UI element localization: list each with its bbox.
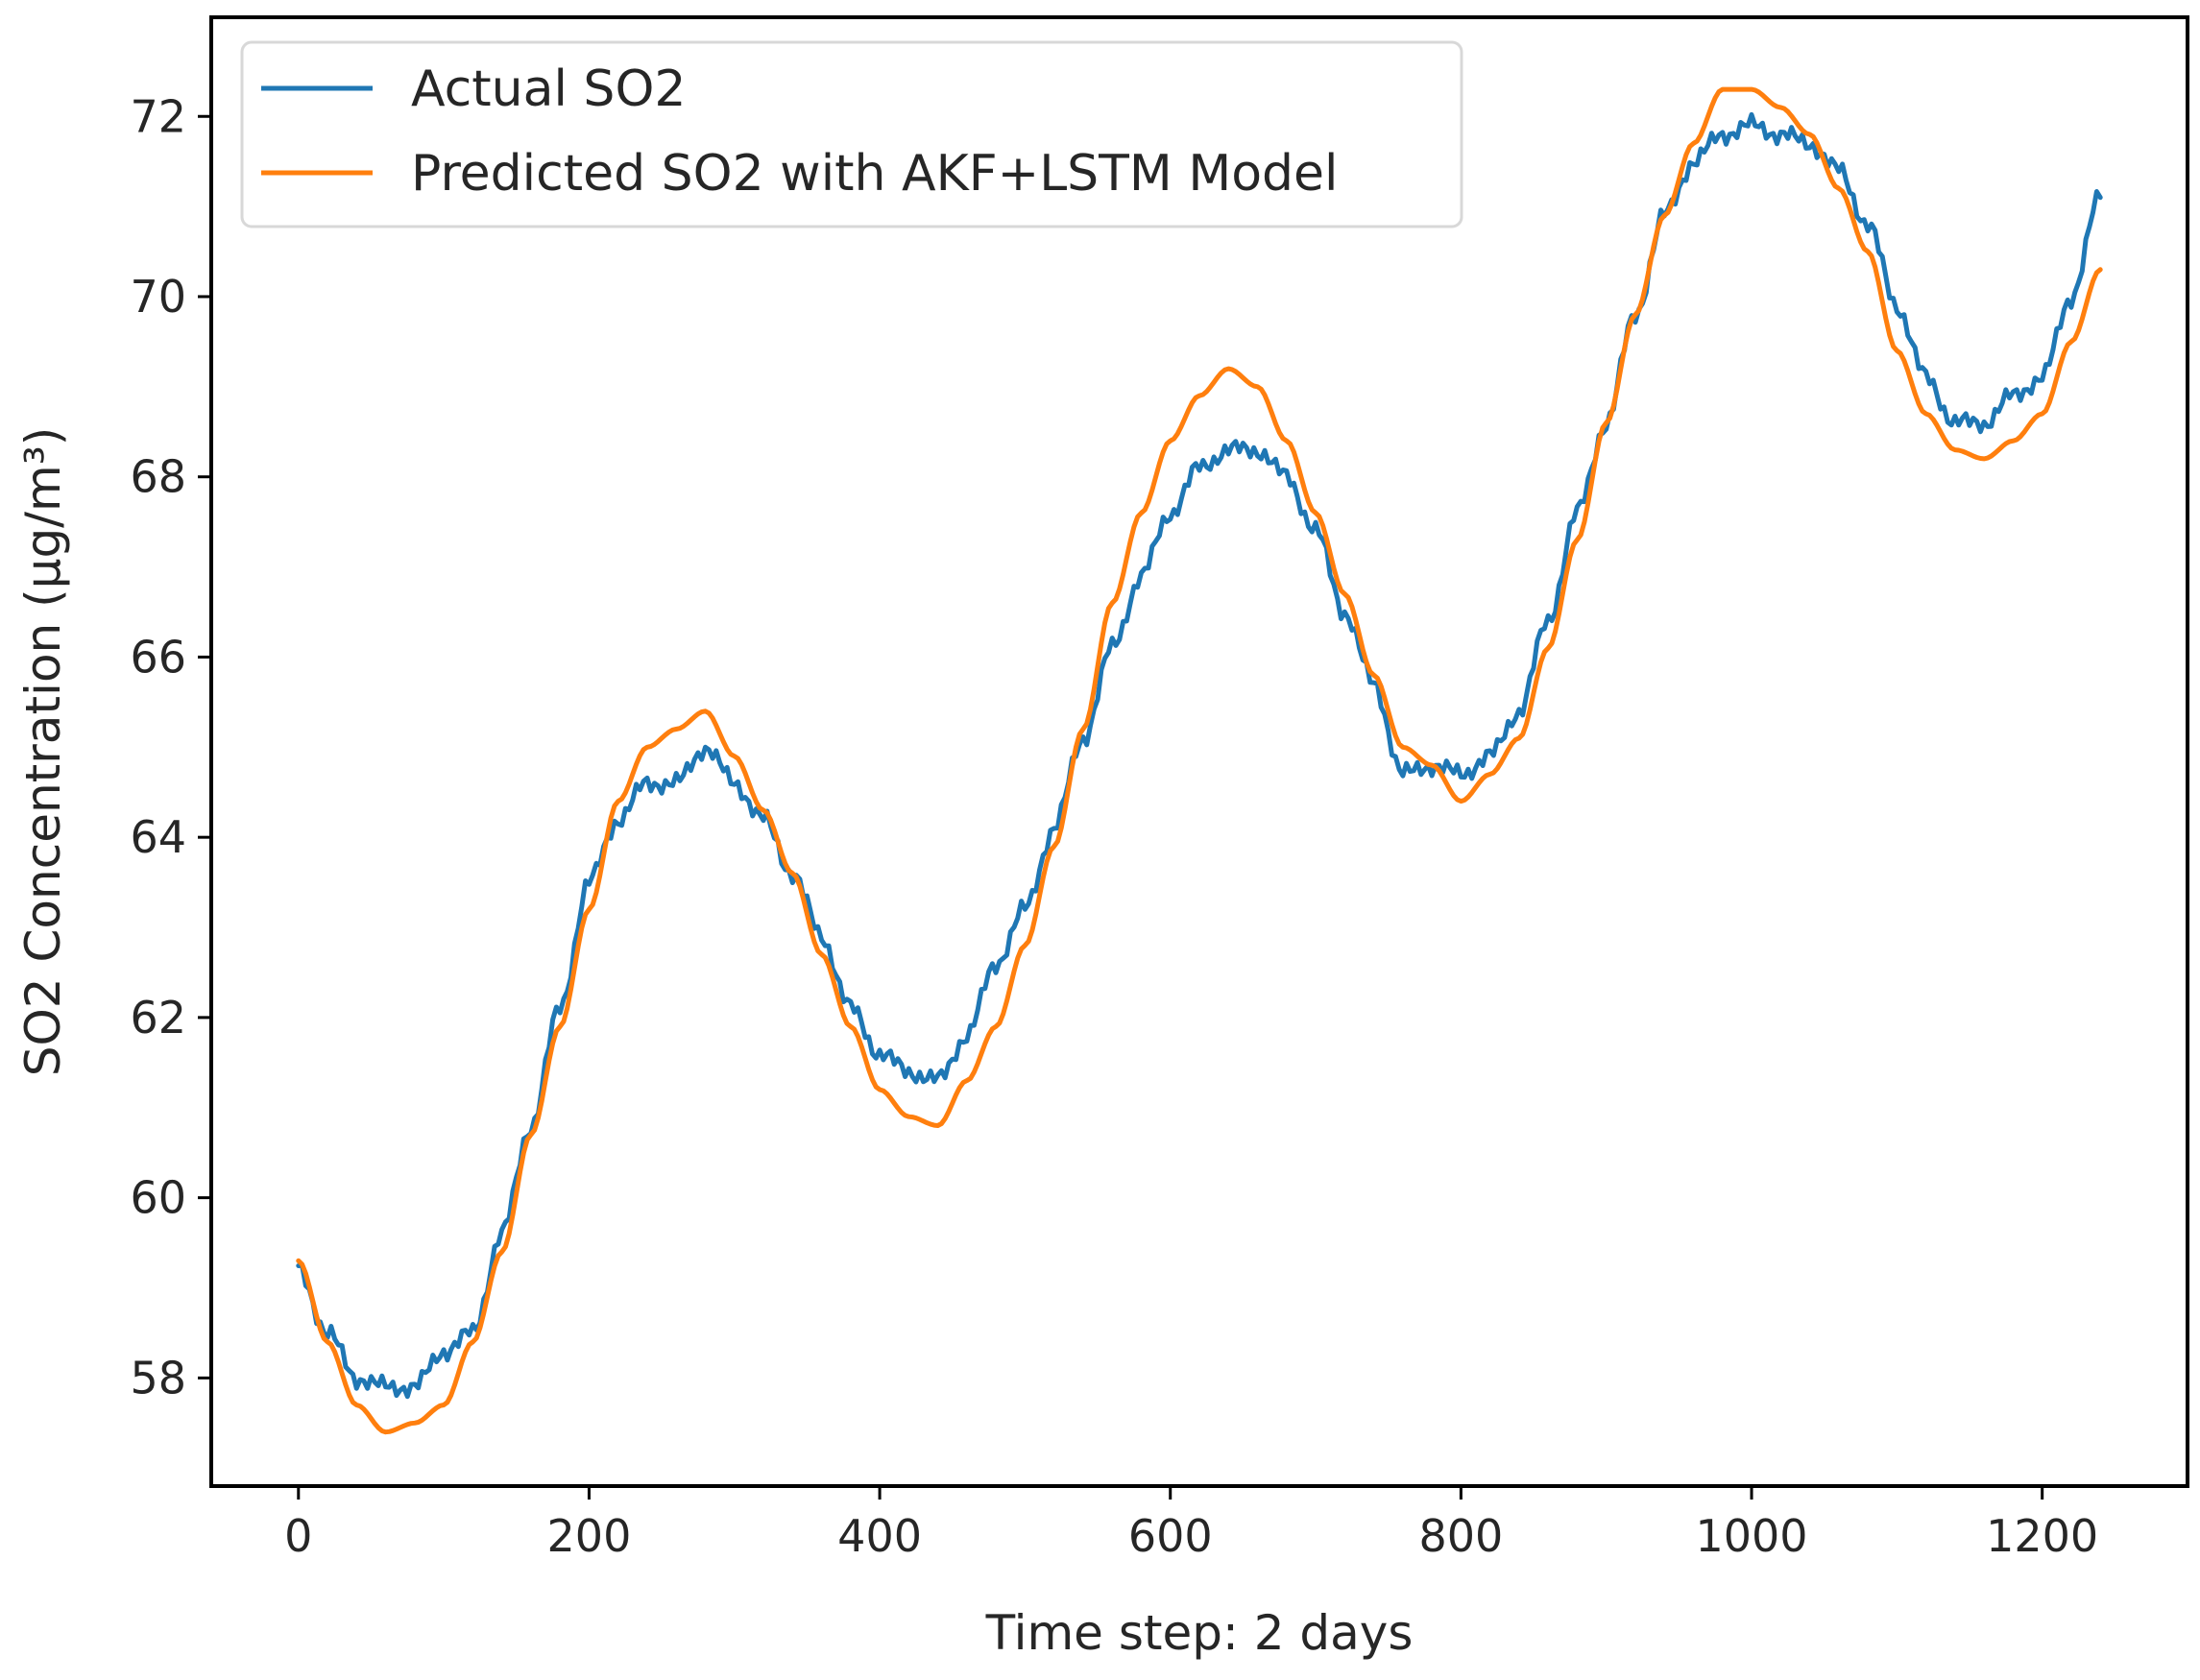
x-tick-label: 800 [1418,1510,1503,1562]
x-axis-label: Time step: 2 days [985,1605,1414,1661]
y-tick-label: 62 [130,992,186,1044]
x-tick-label: 0 [284,1510,312,1562]
y-tick-label: 66 [130,631,186,683]
y-axis-label: SO2 Concentration (µg/m³) [15,427,71,1077]
legend: Actual SO2 Predicted SO2 with AKF+LSTM M… [240,40,1463,228]
y-tick-label: 64 [130,811,186,863]
plot-frame [209,15,2189,1488]
x-tick-label: 200 [547,1510,632,1562]
legend-label-predicted: Predicted SO2 with AKF+LSTM Model [411,145,1338,203]
x-axis-ticks: 0 200 400 600 800 1000 1200 [284,1486,2098,1562]
x-tick-label: 600 [1128,1510,1213,1562]
y-tick-label: 70 [130,271,186,323]
y-tick-label: 68 [130,451,186,503]
x-tick-label: 1200 [1986,1510,2098,1562]
y-axis-ticks: 58 60 62 64 66 68 70 72 [130,90,211,1404]
y-tick-label: 58 [130,1352,186,1404]
x-tick-label: 400 [837,1510,922,1562]
y-tick-label: 60 [130,1172,186,1224]
legend-label-actual: Actual SO2 [411,60,686,118]
series-layer [296,86,2103,1435]
y-tick-label: 72 [130,90,186,142]
x-tick-label: 1000 [1695,1510,1807,1562]
series-line-actual [296,111,2103,1400]
series-line-predicted [296,86,2103,1435]
legend-box [240,40,1463,228]
